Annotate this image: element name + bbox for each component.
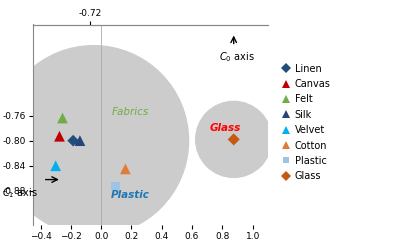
Ellipse shape bbox=[196, 101, 272, 177]
Point bbox=[77, 139, 83, 143]
Point bbox=[122, 167, 129, 171]
Text: Fabrics: Fabrics bbox=[111, 107, 149, 117]
Point bbox=[112, 184, 119, 188]
Text: $C_0$ axis: $C_0$ axis bbox=[219, 50, 255, 64]
Point bbox=[70, 139, 76, 143]
Point bbox=[56, 134, 63, 138]
Ellipse shape bbox=[0, 46, 189, 236]
Point bbox=[230, 137, 237, 141]
Ellipse shape bbox=[89, 159, 143, 213]
Text: Glass: Glass bbox=[210, 123, 241, 133]
Point bbox=[52, 164, 59, 168]
Text: $C_1$ axis: $C_1$ axis bbox=[2, 186, 37, 200]
Legend: Linen, Canvas, Felt, Silk, Velvet, Cotton, Plastic, Glass: Linen, Canvas, Felt, Silk, Velvet, Cotto… bbox=[281, 64, 330, 181]
Text: Plastic: Plastic bbox=[110, 190, 150, 200]
Point bbox=[59, 116, 66, 120]
